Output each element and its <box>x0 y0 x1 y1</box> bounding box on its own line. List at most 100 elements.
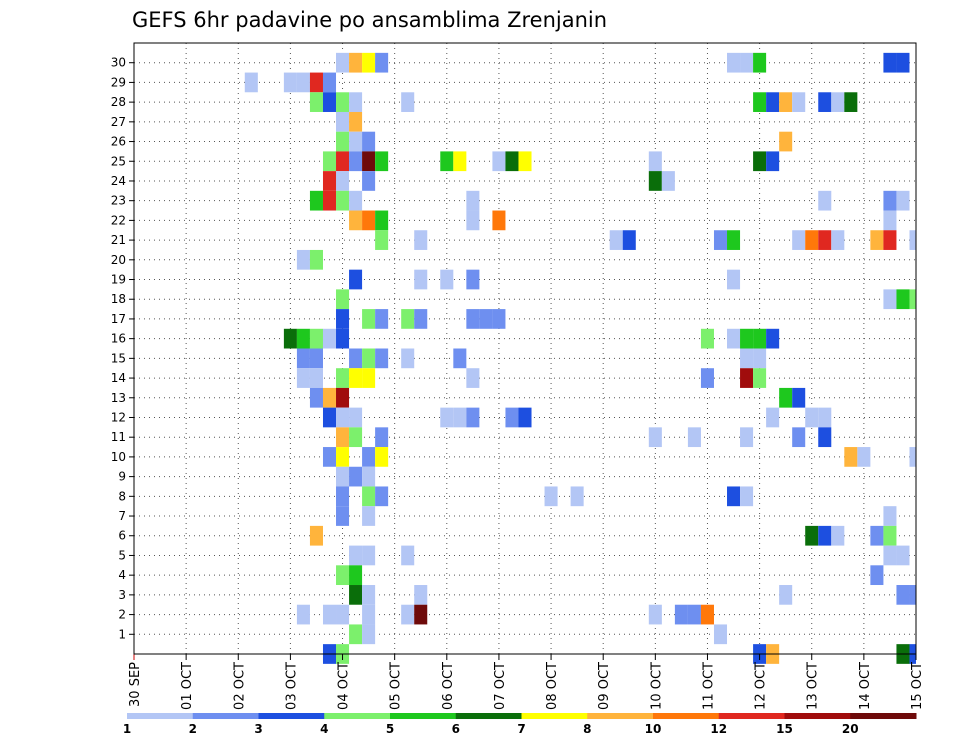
heatmap-cell <box>727 52 741 73</box>
heatmap-cell <box>753 328 767 349</box>
heatmap-cell <box>622 230 636 250</box>
heatmap-cell <box>336 289 350 310</box>
heatmap-cell <box>349 190 363 211</box>
heatmap-cell <box>349 624 363 645</box>
x-tick-label: 12 OCT <box>754 662 769 710</box>
heatmap-cell <box>896 289 910 310</box>
heatmap-cell <box>648 427 662 448</box>
heatmap-cell <box>727 486 741 507</box>
y-tick-label: 7 <box>118 509 126 523</box>
heatmap-cell <box>440 407 454 428</box>
heatmap-cell <box>349 269 363 290</box>
heatmap-cell <box>818 92 832 112</box>
heatmap-cell <box>309 249 323 270</box>
heatmap-cell <box>336 309 350 329</box>
heatmap-cell <box>309 368 323 388</box>
y-tick-label: 27 <box>111 115 126 129</box>
heatmap-cell <box>661 171 675 191</box>
y-tick-label: 25 <box>111 154 126 168</box>
heatmap-cell <box>740 368 754 388</box>
heatmap-cell <box>805 525 819 546</box>
heatmap-cell <box>648 171 662 191</box>
colorbar-label: 10 <box>645 722 662 736</box>
x-tick-label: 13 OCT <box>806 662 821 710</box>
heatmap-cell <box>309 348 323 369</box>
heatmap-cell <box>753 151 767 172</box>
heatmap-cell <box>401 348 415 369</box>
heatmap-cell <box>349 565 363 586</box>
heatmap-cell <box>375 210 389 231</box>
heatmap-cell <box>336 92 350 112</box>
heatmap-cell <box>492 309 506 329</box>
heatmap-cell <box>818 190 832 211</box>
colorbar-swatch <box>258 713 325 719</box>
heatmap-cell <box>414 604 428 625</box>
heatmap-cell <box>336 328 350 349</box>
y-tick-label: 18 <box>111 292 126 306</box>
y-tick-label: 28 <box>111 95 126 109</box>
colorbar-swatch <box>390 713 457 719</box>
heatmap-cell <box>336 171 350 191</box>
heatmap-cells <box>244 52 916 664</box>
heatmap-cell <box>909 447 916 467</box>
heatmap-cell <box>896 52 910 73</box>
heatmap-cell <box>362 604 376 625</box>
heatmap-cell <box>362 545 376 566</box>
heatmap-cell <box>857 447 871 467</box>
heatmap-cell <box>296 249 310 270</box>
colorbar-swatch <box>587 713 654 719</box>
heatmap-cell <box>322 407 337 428</box>
heatmap-cell <box>349 52 363 73</box>
heatmap-cell <box>336 368 350 388</box>
heatmap-cell <box>818 407 832 428</box>
y-tick-label: 1 <box>118 627 126 641</box>
y-tick-label: 19 <box>111 273 126 287</box>
heatmap-cell <box>440 269 454 290</box>
y-tick-label: 22 <box>111 213 126 227</box>
heatmap-cell <box>740 486 754 507</box>
y-tick-label: 23 <box>111 194 126 208</box>
x-tick-label: 09 OCT <box>597 662 612 710</box>
heatmap-cell <box>375 151 389 172</box>
heatmap-cell <box>505 407 519 428</box>
heatmap-cell <box>870 525 884 546</box>
heatmap-cell <box>349 368 363 388</box>
colorbar-label: 7 <box>517 722 525 736</box>
heatmap-cell <box>322 171 337 191</box>
heatmap-cell <box>896 545 910 566</box>
heatmap-cell <box>479 309 493 329</box>
heatmap-cell <box>283 72 297 93</box>
y-tick-label: 17 <box>111 312 126 326</box>
y-tick-label: 24 <box>111 174 126 188</box>
chart-title: GEFS 6hr padavine po ansamblima Zrenjani… <box>132 8 607 32</box>
heatmap-cell <box>336 506 350 526</box>
x-tick-label: 15 OCT <box>910 662 925 710</box>
heatmap-cell <box>336 131 350 152</box>
y-tick-label: 14 <box>111 371 126 385</box>
heatmap-cell <box>322 604 337 625</box>
heatmap-cell <box>766 328 780 349</box>
y-tick-labels: 1234567891011121314151617181920212223242… <box>111 56 134 641</box>
heatmap-cell <box>466 407 480 428</box>
heatmap-cell <box>492 210 506 231</box>
heatmap-cell <box>753 368 767 388</box>
colorbar-swatch <box>324 713 391 719</box>
colorbar-swatch <box>784 713 851 719</box>
y-tick-label: 2 <box>118 608 126 622</box>
heatmap-cell <box>883 210 897 231</box>
colorbar-label: 6 <box>452 722 460 736</box>
heatmap-cell <box>362 151 376 172</box>
heatmap-cell <box>296 72 310 93</box>
heatmap-cell <box>740 52 754 73</box>
heatmap-cell <box>609 230 623 250</box>
x-tick-label: 06 OCT <box>441 662 456 710</box>
heatmap-cell <box>740 328 754 349</box>
y-tick-label: 12 <box>111 410 126 424</box>
x-tick-label: 11 OCT <box>701 662 716 710</box>
colorbar-label: 8 <box>583 722 591 736</box>
heatmap-cell <box>831 92 845 112</box>
heatmap-cell <box>440 151 454 172</box>
heatmap-cell <box>792 92 806 112</box>
heatmap-cell <box>713 230 728 250</box>
heatmap-cell <box>844 92 858 112</box>
